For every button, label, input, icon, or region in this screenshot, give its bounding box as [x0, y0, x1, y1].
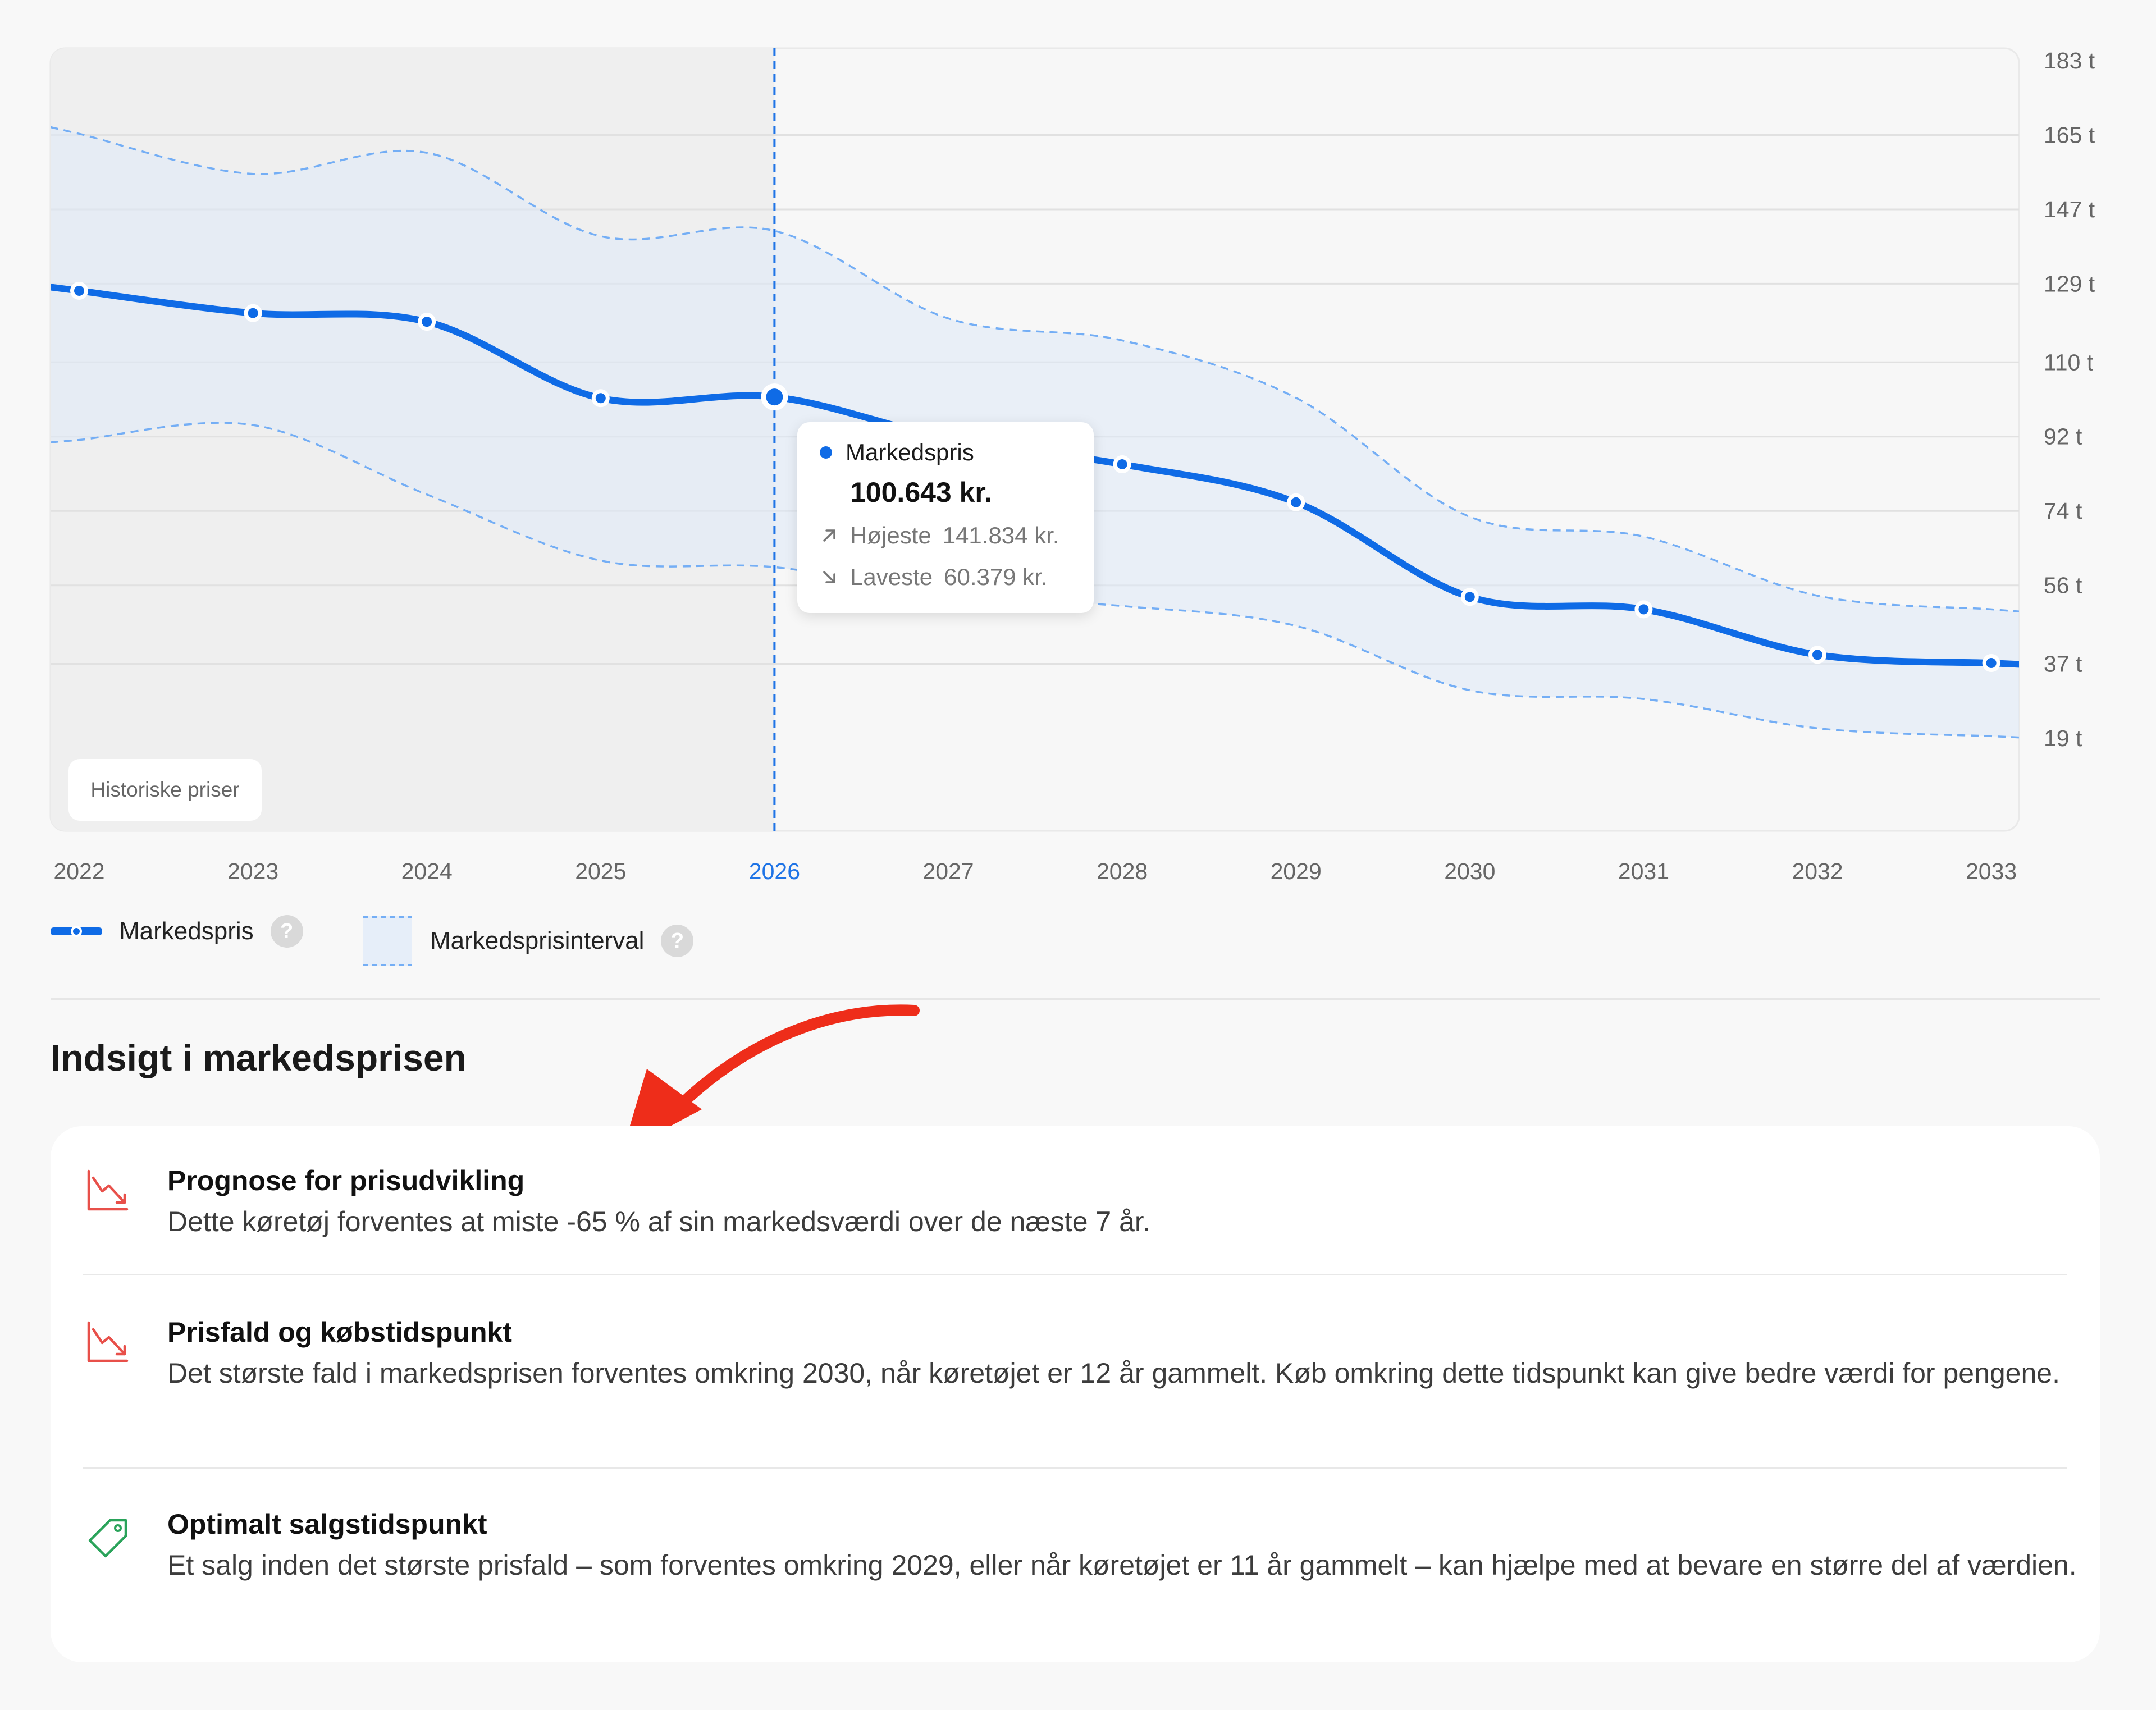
insight-title: Prognose for prisudvikling — [167, 1165, 525, 1196]
help-icon[interactable]: ? — [661, 925, 694, 957]
x-tick-label: 2024 — [401, 858, 453, 884]
x-tick-label: 2033 — [1966, 858, 2017, 884]
data-point-center — [1117, 459, 1127, 470]
y-tick-label: 92 t — [2044, 424, 2082, 450]
legend-market-price[interactable]: Markedspris ? — [51, 915, 303, 948]
insight-text: Et salg inden det største prisfald – som… — [167, 1549, 2077, 1581]
y-tick-label: 129 t — [2044, 271, 2095, 296]
x-tick-label: 2032 — [1792, 858, 1843, 884]
data-point-center — [1464, 592, 1475, 602]
trend-down-icon — [87, 1169, 129, 1211]
historical-prices-badge: Historiske priser — [68, 759, 262, 821]
tooltip-value: 100.643 kr. — [850, 477, 993, 508]
data-point-center — [248, 308, 258, 318]
data-point-center — [422, 317, 432, 327]
y-tick-label: 110 t — [2044, 349, 2094, 375]
legend-price-interval-label: Markedsprisinterval — [430, 927, 645, 954]
y-tick-label: 56 t — [2044, 573, 2082, 598]
y-tick-label: 74 t — [2044, 498, 2082, 524]
data-point-center — [1986, 658, 1997, 669]
x-tick-label: 2026 — [749, 858, 800, 884]
historical-prices-label: Historiske priser — [90, 778, 240, 801]
arrow-up-right-icon — [823, 529, 835, 542]
y-tick-label: 165 t — [2044, 122, 2095, 148]
tooltip-high-row: Højeste 141.834 kr. — [820, 522, 1059, 549]
y-tick-label: 183 t — [2044, 48, 2095, 74]
y-tick-label: 147 t — [2044, 196, 2095, 222]
data-point-center — [1812, 650, 1822, 660]
x-tick-label: 2029 — [1271, 858, 1322, 884]
interval-swatch-icon — [363, 916, 412, 966]
x-tick-label: 2023 — [227, 858, 278, 884]
tooltip-series-dot — [820, 446, 832, 459]
item-divider — [83, 1274, 2067, 1275]
x-tick-label: 2028 — [1097, 858, 1148, 884]
y-tick-label: 19 t — [2044, 725, 2082, 751]
insights-heading: Indsigt i markedsprisen — [51, 1037, 467, 1078]
legend-price-interval[interactable]: Markedsprisinterval ? — [362, 915, 694, 967]
price-tag-icon — [88, 1519, 127, 1558]
chart-tooltip: Markedspris 100.643 kr. Højeste 141.834 … — [797, 422, 1094, 613]
x-tick-label: 2030 — [1444, 858, 1495, 884]
y-tick-label: 37 t — [2044, 651, 2082, 677]
insight-text: Dette køretøj forventes at miste -65 % a… — [167, 1206, 1150, 1237]
tooltip-high-value: 141.834 kr. — [942, 522, 1059, 548]
insights-card: Prognose for prisudvikling Dette køretøj… — [51, 1126, 2100, 1662]
tooltip-low-label: Laveste — [850, 564, 933, 590]
x-tick-label: 2025 — [575, 858, 626, 884]
tooltip-high-label: Højeste — [850, 522, 931, 548]
data-point-center — [74, 285, 84, 296]
item-divider — [83, 1467, 2067, 1469]
x-tick-label: 2022 — [53, 858, 104, 884]
tooltip-low-value: 60.379 kr. — [944, 564, 1048, 590]
section-divider — [51, 998, 2100, 1000]
insight-title: Prisfald og købstidspunkt — [167, 1316, 512, 1348]
data-point-center — [1638, 604, 1649, 615]
data-point-center — [1291, 497, 1301, 507]
insight-text: Det største fald i markedsprisen forvent… — [167, 1357, 2060, 1389]
trend-down-icon — [87, 1321, 129, 1362]
tooltip-series-row: Markedspris — [820, 439, 974, 466]
x-tick-label: 2027 — [922, 858, 974, 884]
insight-title: Optimalt salgstidspunkt — [167, 1508, 487, 1540]
arrow-down-right-icon — [823, 571, 835, 583]
legend-market-price-label: Markedspris — [119, 917, 254, 945]
data-point-center — [766, 388, 783, 406]
help-icon[interactable]: ? — [270, 915, 303, 948]
x-tick-label: 2031 — [1618, 858, 1669, 884]
data-point-center — [595, 393, 606, 404]
line-marker-icon — [51, 926, 102, 937]
tooltip-value-row: 100.643 kr. — [850, 476, 992, 509]
interval-upper-line — [51, 126, 2019, 613]
tooltip-low-row: Laveste 60.379 kr. — [820, 564, 1048, 591]
tooltip-series-label: Markedspris — [846, 439, 974, 465]
